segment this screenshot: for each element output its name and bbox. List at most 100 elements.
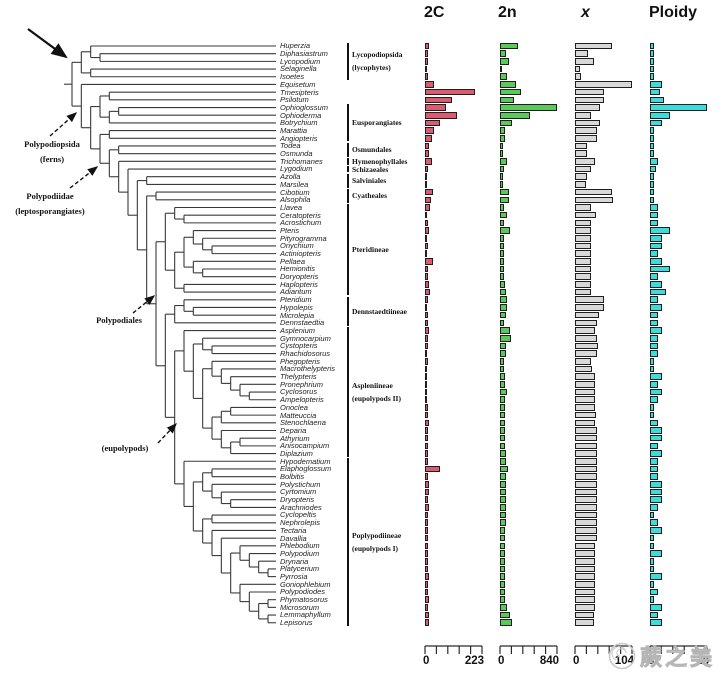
clade-bracket bbox=[347, 104, 349, 142]
bar-2C bbox=[425, 304, 428, 311]
bar-2n bbox=[500, 104, 557, 111]
bar-x bbox=[575, 181, 586, 188]
bar-x bbox=[575, 142, 588, 150]
bar-2C bbox=[425, 104, 446, 111]
taxon-label: Azolla bbox=[280, 172, 301, 182]
bar-x bbox=[575, 450, 598, 457]
bar-2C bbox=[425, 88, 476, 96]
bar-2n bbox=[500, 58, 510, 65]
bar-x bbox=[575, 542, 596, 550]
axis-scale-2C: 0 223 bbox=[423, 655, 484, 667]
taxon-label: Ophioderma bbox=[280, 110, 322, 120]
bar-2n bbox=[500, 557, 505, 565]
axis-ruler bbox=[649, 645, 708, 654]
bar-2C bbox=[425, 357, 428, 365]
clade-label-line: (eupolypods I) bbox=[352, 544, 399, 553]
bar-Ploidy bbox=[650, 519, 659, 527]
bar-x bbox=[575, 481, 598, 488]
bar-2n bbox=[500, 488, 506, 496]
bar-x bbox=[575, 119, 600, 127]
taxon-label: Tmesipteris bbox=[280, 87, 319, 97]
bar-x bbox=[575, 442, 597, 450]
clade-bracket bbox=[347, 296, 349, 327]
bar-2n bbox=[500, 581, 505, 588]
taxon-label: Platycerium bbox=[280, 564, 320, 574]
bar-2n bbox=[500, 273, 505, 280]
bar-Ploidy bbox=[650, 119, 663, 127]
polypodiales-arrow-icon bbox=[132, 295, 156, 314]
taxon-label: Ampelopteris bbox=[280, 395, 324, 405]
bar-Ploidy bbox=[650, 396, 659, 404]
bar-2C bbox=[425, 411, 429, 419]
bar-Ploidy bbox=[650, 550, 663, 557]
taxon-label: Bolbitis bbox=[280, 472, 305, 482]
bar-2n bbox=[500, 250, 505, 257]
bar-x bbox=[575, 250, 591, 257]
bar-Ploidy bbox=[650, 388, 663, 396]
taxon-label: Cibotium bbox=[280, 187, 310, 197]
bar-x bbox=[575, 319, 597, 327]
bar-x bbox=[575, 296, 604, 304]
bar-Ploidy bbox=[650, 611, 659, 619]
bar-2C bbox=[425, 258, 433, 265]
taxon-label: Selaginella bbox=[280, 64, 317, 74]
clade-label-line: Aspleniineae bbox=[352, 381, 393, 391]
bar-2n bbox=[500, 234, 505, 242]
bar-Ploidy bbox=[650, 88, 661, 96]
clade-bracket bbox=[347, 458, 349, 626]
bar-2C bbox=[425, 319, 428, 327]
bar-2C bbox=[425, 250, 428, 257]
bar-2n bbox=[500, 550, 506, 557]
bar-2C bbox=[425, 50, 428, 57]
bar-Ploidy bbox=[650, 473, 659, 480]
bar-2n bbox=[500, 342, 506, 350]
clade-bracket bbox=[347, 173, 349, 188]
bar-2C bbox=[425, 388, 428, 396]
taxon-label: Athyrium bbox=[280, 433, 310, 443]
axis-max-label: 104 bbox=[614, 655, 634, 667]
clade-label: Osmundales bbox=[352, 143, 392, 156]
bar-2C bbox=[425, 181, 427, 188]
taxon-label: Doryopteris bbox=[280, 272, 319, 282]
column-header-2n: 2n bbox=[498, 4, 517, 21]
taxon-label: Arachniodes bbox=[280, 502, 322, 512]
bar-x bbox=[575, 42, 613, 50]
bar-2n bbox=[500, 604, 507, 611]
bar-2C bbox=[425, 134, 432, 142]
bar-Ploidy bbox=[650, 365, 655, 373]
bar-x bbox=[575, 288, 592, 296]
bar-2n bbox=[500, 350, 506, 357]
clade-label-line: Lycopodiopsida bbox=[352, 50, 403, 60]
taxon-label: Lygodium bbox=[280, 164, 313, 174]
bar-2n bbox=[500, 396, 505, 404]
column-header-2c: 2C bbox=[424, 4, 445, 21]
clade-label-line: Osmundales bbox=[352, 145, 392, 155]
bar-Ploidy bbox=[650, 242, 663, 250]
taxon-label: Macrothelypteris bbox=[280, 364, 336, 374]
bar-Ploidy bbox=[650, 434, 663, 442]
clade-label: Dennstaedtiineae bbox=[352, 305, 407, 318]
taxon-label: Cyclopeltis bbox=[280, 510, 317, 520]
bar-2C bbox=[425, 465, 440, 473]
bar-2n bbox=[500, 596, 505, 603]
bar-2n bbox=[500, 365, 505, 373]
bar-Ploidy bbox=[650, 442, 659, 450]
bar-2C bbox=[425, 450, 429, 457]
bar-Ploidy bbox=[650, 111, 671, 119]
bar-2n bbox=[500, 65, 502, 73]
taxon-label: Matteuccia bbox=[280, 410, 317, 420]
taxon-label: Onoclea bbox=[280, 402, 308, 412]
bar-x bbox=[575, 511, 598, 519]
bar-2C bbox=[425, 550, 429, 557]
taxon-label: Stenochlaena bbox=[280, 418, 326, 428]
taxon-label: Asplenium bbox=[280, 325, 316, 335]
bar-Ploidy bbox=[650, 158, 659, 165]
taxon-label: Phlebodium bbox=[280, 541, 320, 551]
taxon-label: Adiantum bbox=[280, 287, 312, 297]
bar-2n bbox=[500, 496, 506, 503]
axis-min-label: 0 bbox=[423, 655, 430, 667]
taxon-label: Ceratopteris bbox=[280, 210, 321, 220]
clade-label-line: (eupolypods II) bbox=[352, 394, 401, 404]
bar-2C bbox=[425, 142, 430, 150]
taxon-label: Pteris bbox=[280, 225, 300, 235]
